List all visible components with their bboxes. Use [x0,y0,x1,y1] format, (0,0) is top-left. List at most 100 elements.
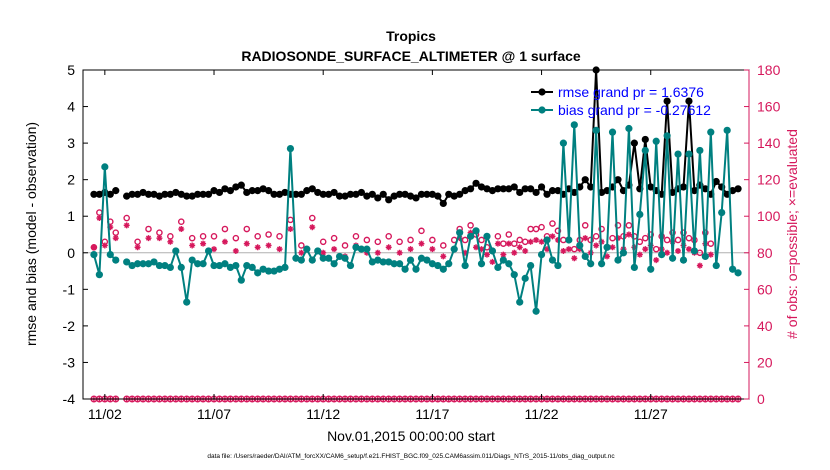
rmse-point [423,190,431,198]
bias-point [357,245,366,253]
bias-point [188,256,196,264]
rmse-point [259,185,267,193]
bias-point [641,146,649,155]
rmse-point [527,185,535,193]
rmse-point [461,187,469,195]
bias-point [112,256,120,264]
obs-evaluated-marker [96,215,103,222]
obs-evaluated-marker [298,249,305,256]
y2-tick-label: 40 [757,318,773,334]
bias-point [346,261,355,270]
obs-evaluated-marker [189,242,196,249]
bias-point [308,256,316,264]
obs-possible-marker [308,214,316,222]
bias-point [139,260,147,268]
bias-point [428,260,436,268]
obs-possible-marker [500,240,507,247]
y2-tick-label: 120 [757,172,781,188]
rmse-point [210,187,218,195]
bias-point [543,236,551,244]
obs-possible-marker [276,233,283,240]
bias-point [548,256,557,264]
rmse-point [221,185,229,193]
obs-possible-marker [505,231,513,238]
rmse-point [581,176,589,184]
obs-possible-marker [669,229,676,236]
rmse-point [516,188,524,197]
rmse-point [308,185,316,193]
bias-point [270,267,278,275]
obs-evaluated-marker [511,249,518,256]
bias-point [587,260,595,268]
rmse-point [292,190,300,198]
bias-point [396,260,404,268]
obs-possible-marker [571,245,578,253]
bias-point [652,137,660,145]
bias-point [144,260,153,268]
obs-possible-marker [385,233,393,240]
rmse-point [161,190,169,198]
bias-point [461,261,469,270]
bias-point [510,271,518,279]
bias-point [696,146,704,155]
rmse-point [275,190,284,198]
rmse-point [341,192,349,200]
bias-point [101,163,109,171]
rmse-point [729,187,737,195]
rmse-point [297,190,305,198]
rmse-point [548,187,557,195]
bias-point [434,261,442,270]
data-file-footnote: data file: /Users/raeder/DAI/ATM_forcXX/… [207,453,615,460]
obs-evaluated-marker [505,240,512,247]
rmse-point [123,192,131,200]
rmse-point [543,190,551,198]
y-tick-label: 2 [67,172,75,188]
bias-point [297,256,305,264]
bias-point [630,263,638,271]
rmse-point [439,199,447,208]
obs-evaluated-marker [200,240,207,247]
obs-evaluated-marker [123,222,130,229]
bias-point [488,247,497,255]
x-axis-label: Nov.01,2015 00:00:00 start [327,428,495,444]
y-tick-label: -4 [63,391,76,407]
bias-point [210,261,218,270]
obs-evaluated-marker [516,244,523,251]
rmse-point [363,192,371,200]
rmse-point [248,187,256,195]
obs-evaluated-marker [178,226,185,233]
obs-evaluated-marker [636,251,643,258]
bias-point [254,269,262,277]
bias-point [133,260,142,268]
bias-point [603,243,611,251]
rmse-point [701,185,709,193]
bias-point [647,265,655,273]
obs-evaluated-marker [522,247,529,254]
obs-possible-marker [396,238,403,246]
obs-evaluated-marker [331,246,338,253]
bias-point [95,271,103,279]
obs-evaluated-marker [549,233,556,240]
obs-evaluated-marker [363,249,370,256]
bias-point [532,307,540,315]
rmse-point [368,190,376,198]
bias-point [314,247,322,255]
obs-possible-marker [652,245,660,253]
obs-evaluated-marker [500,251,507,258]
obs-possible-marker [467,222,474,229]
bias-point [483,232,491,240]
y2-tick-label: 0 [757,391,765,407]
bias-point [385,258,393,266]
obs-possible-marker [641,234,649,242]
bias-point [477,260,486,268]
rmse-point [352,190,360,198]
bias-point [608,128,617,136]
bias-point [527,261,535,270]
bias-point [281,263,289,271]
bias-point [341,254,349,262]
obs-possible-marker [581,222,589,229]
rmse-point [685,97,693,105]
rmse-point [106,190,114,198]
bias-point [401,265,409,273]
obs-possible-marker [609,234,616,242]
